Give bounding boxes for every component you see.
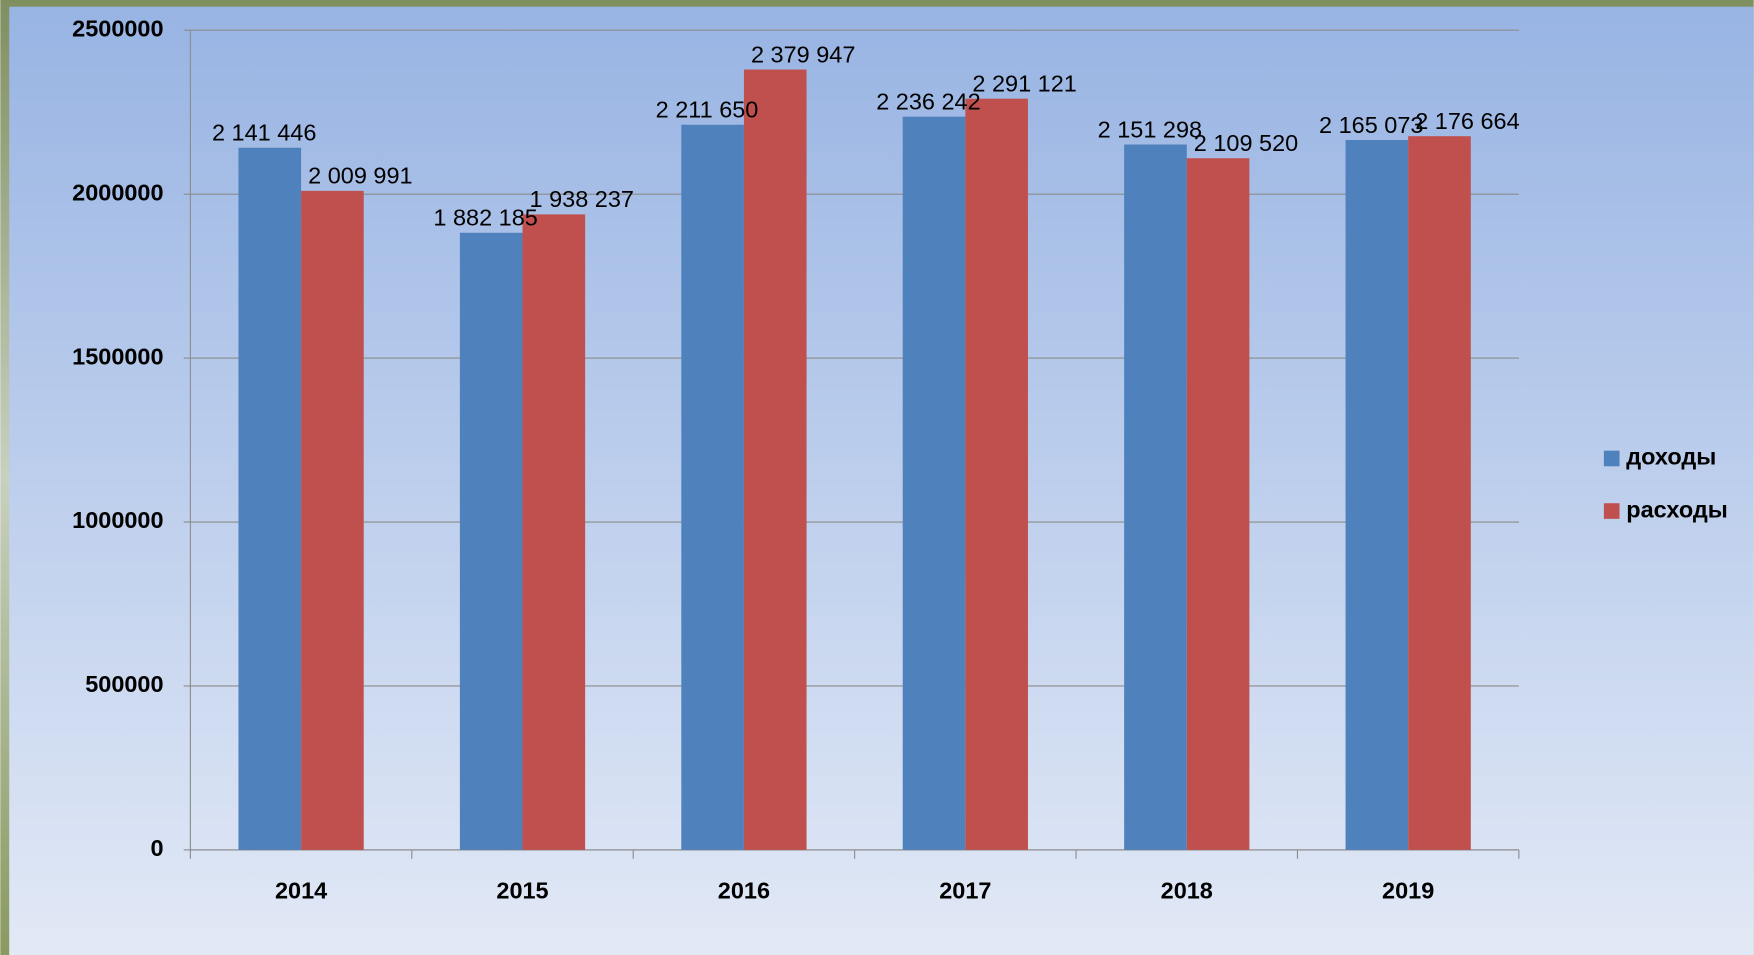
value-label: 2 176 664 [1415, 108, 1519, 134]
x-tick-label: 2019 [1382, 878, 1434, 904]
value-label: 2 151 298 [1098, 116, 1202, 142]
value-label: 2 236 242 [876, 88, 980, 114]
bar [238, 147, 302, 850]
bar [1186, 158, 1250, 850]
value-label: 1 938 237 [530, 186, 634, 212]
value-label: 2 009 991 [308, 163, 412, 189]
legend-label: доходы [1626, 444, 1716, 470]
bar [1124, 144, 1187, 850]
value-label: 2 109 520 [1194, 130, 1298, 156]
y-tick-label: 2500000 [72, 15, 163, 41]
y-tick-label: 500000 [85, 671, 163, 697]
value-label: 1 882 185 [433, 205, 537, 231]
legend-swatch [1603, 503, 1620, 519]
bar [743, 69, 807, 850]
value-label: 2 379 947 [751, 41, 855, 67]
value-label: 2 291 121 [972, 70, 1076, 96]
x-tick-label: 2015 [496, 878, 548, 904]
bar [459, 232, 523, 850]
x-tick-label: 2017 [939, 878, 991, 904]
bar [902, 116, 966, 850]
legend-label: расходы [1626, 496, 1728, 522]
bar [522, 214, 586, 850]
value-label: 2 165 073 [1319, 112, 1423, 138]
x-tick-label: 2018 [1161, 878, 1213, 904]
y-tick-label: 0 [150, 835, 163, 861]
y-tick-label: 1500000 [72, 343, 163, 369]
value-label: 2 141 446 [212, 120, 316, 146]
bar [965, 98, 1028, 850]
value-label: 2 211 650 [656, 97, 759, 123]
y-tick-label: 2000000 [72, 179, 163, 205]
bar [1345, 140, 1409, 850]
bar [681, 124, 744, 850]
legend-swatch [1603, 450, 1620, 467]
x-tick-label: 2014 [275, 878, 327, 904]
bar [1408, 136, 1471, 850]
bar [301, 190, 364, 850]
y-tick-label: 1000000 [72, 507, 163, 533]
x-tick-label: 2016 [718, 878, 770, 904]
